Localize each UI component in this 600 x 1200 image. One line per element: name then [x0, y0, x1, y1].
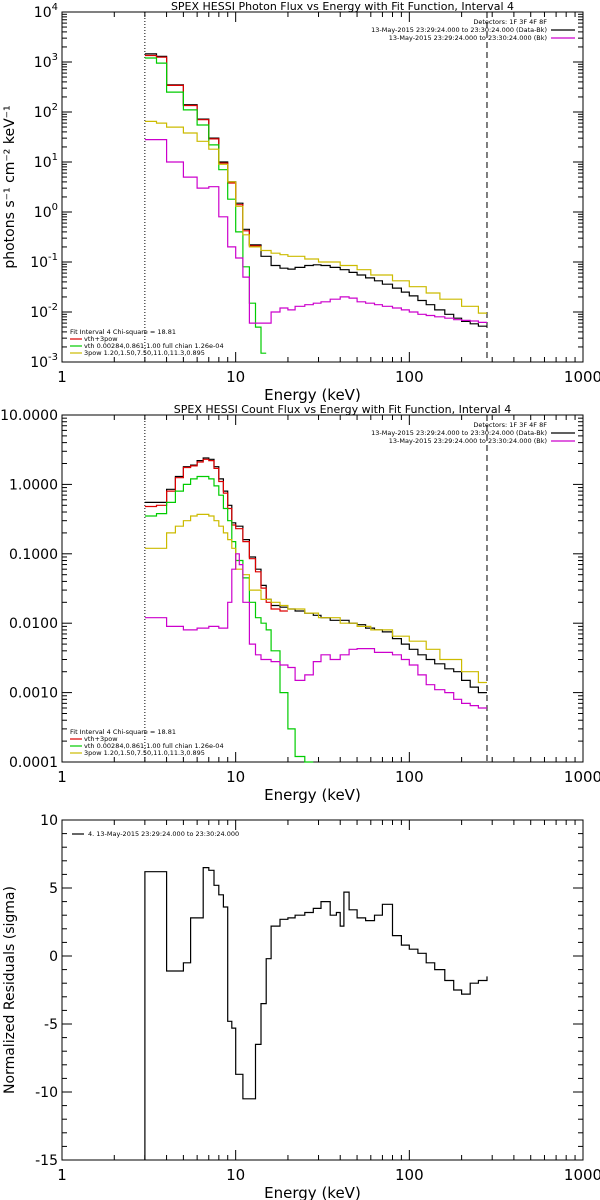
x-axis-label: Energy (keV) [264, 386, 361, 404]
y-axis-label: Normalized Residuals (sigma) [2, 886, 18, 1094]
y-tick-label: 5 [49, 881, 58, 897]
y-tick-label: -5 [44, 1017, 58, 1033]
y-tick-label: 104 [34, 2, 58, 21]
plot-frame [61, 11, 584, 363]
legend-entry: 3pow 1.20,1.50,7.50,11.0,11.3,0.895 [84, 749, 205, 757]
photon-flux-panel: SPEX HESSI Photon Flux vs Energy with Fi… [2, 0, 600, 404]
x-tick-label: 1 [57, 368, 67, 386]
y-tick-label: 0.0001 [9, 755, 58, 771]
chart-title: SPEX HESSI Count Flux vs Energy with Fit… [174, 403, 511, 416]
x-tick-label: 100 [395, 1166, 424, 1184]
legend-entry: Fit Interval 4 Chi-square = 18.81 [70, 728, 176, 736]
y-tick-label: 100 [34, 202, 58, 221]
y-tick-label: 10-1 [30, 252, 58, 271]
legend-entry: vth+3pow [84, 735, 118, 743]
x-tick-label: 10 [226, 368, 245, 386]
series-line-2 [144, 475, 314, 763]
legend-entry: vth 0.00284,0.861,1.00 full chian 1.26e-… [84, 342, 224, 350]
legend-entry: Detectors: 1F 3F 4F 8F [473, 421, 547, 429]
y-tick-label: 10-2 [30, 302, 58, 321]
y-axis-label: photons s⁻¹ cm⁻² keV⁻¹ [2, 105, 18, 268]
x-tick-label: 10 [226, 768, 245, 786]
x-axis-label: Energy (keV) [264, 786, 361, 804]
y-tick-label: -10 [35, 1085, 58, 1101]
y-tick-label: 103 [34, 52, 58, 71]
series-line-1 [144, 54, 261, 247]
legend-entry: vth 0.00284,0.861,1.00 full chian 1.26e-… [84, 742, 224, 750]
legend-entry: 13-May-2015 23:29:24.000 to 23:30:24.000… [371, 429, 547, 437]
y-tick-label: 0.0100 [9, 616, 58, 632]
x-tick-label: 1 [57, 768, 67, 786]
x-tick-label: 1000 [564, 368, 600, 386]
series-line-2 [144, 57, 267, 354]
series-line-0 [144, 867, 488, 1160]
series-line-4 [144, 553, 487, 709]
y-tick-label: 0 [49, 949, 58, 965]
series-line-1 [144, 458, 288, 612]
count-flux-panel: SPEX HESSI Count Flux vs Energy with Fit… [0, 403, 600, 804]
x-tick-label: 1 [57, 1166, 67, 1184]
legend-entry: 13-May-2015 23:29:24.000 to 23:30:24.000… [389, 437, 547, 445]
y-tick-label: 102 [34, 102, 58, 121]
series-line-0 [144, 53, 487, 327]
series-line-3 [144, 513, 487, 684]
legend-entry: 3pow 1.20,1.50,7.50,11.0,11.3,0.895 [84, 349, 205, 357]
legend-entry: vth+3pow [84, 335, 118, 343]
legend-entry: 13-May-2015 23:29:24.000 to 23:30:24.000… [389, 34, 547, 42]
series-line-3 [144, 120, 487, 314]
x-tick-label: 1000 [564, 1166, 600, 1184]
series-line-4 [144, 139, 487, 324]
y-tick-label: 1.0000 [9, 477, 58, 493]
y-tick-label: 0.1000 [9, 547, 58, 563]
legend-entry: Fit Interval 4 Chi-square = 18.81 [70, 328, 176, 336]
y-tick-label: 0.0010 [9, 686, 58, 702]
y-tick-label: 10-3 [30, 352, 58, 371]
legend-entry: 13-May-2015 23:29:24.000 to 23:30:24.000… [371, 26, 547, 34]
plot-frame [61, 414, 584, 763]
x-tick-label: 100 [395, 768, 424, 786]
residuals-panel: 1 10 100 1000 Energy (keV) 10 5 0 -5 -10 -15 Normal… [2, 813, 600, 1200]
y-tick-label: 10.0000 [0, 408, 58, 424]
y-tick-label: 10 [40, 813, 58, 829]
x-tick-label: 100 [395, 368, 424, 386]
plot-frame [61, 819, 584, 1161]
chart-title: SPEX HESSI Photon Flux vs Energy with Fi… [171, 0, 514, 13]
y-tick-label: -15 [35, 1153, 58, 1169]
y-tick-label: 101 [34, 152, 58, 171]
x-tick-label: 1000 [564, 768, 600, 786]
x-axis-label: Energy (keV) [264, 1184, 361, 1200]
legend-entry: 4. 13-May-2015 23:29:24.000 to 23:30:24.… [88, 830, 239, 838]
x-tick-label: 10 [226, 1166, 245, 1184]
legend-entry: Detectors: 1F 3F 4F 8F [473, 18, 547, 26]
series-line-0 [144, 457, 487, 694]
